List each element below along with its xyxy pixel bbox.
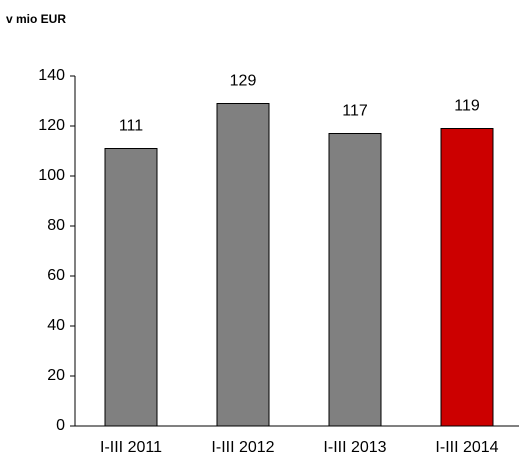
y-tick-label: 120: [38, 117, 65, 134]
x-tick-label: I-III 2013: [323, 439, 386, 456]
y-tick-label: 80: [47, 217, 65, 234]
y-tick-label: 140: [38, 67, 65, 84]
bar: [328, 133, 382, 427]
y-tick-label: 60: [47, 267, 65, 284]
x-tick-label: I-III 2012: [211, 439, 274, 456]
chart-title: v mio EUR: [6, 12, 66, 26]
data-label: 111: [119, 118, 143, 135]
y-tick-label: 0: [56, 417, 65, 434]
x-tick-label: I-III 2014: [435, 439, 498, 456]
bar: [104, 148, 158, 427]
y-tick-label: 20: [47, 367, 65, 384]
data-label: 117: [342, 103, 368, 120]
bar: [216, 103, 270, 427]
y-tick-label: 100: [38, 167, 65, 184]
data-label: 129: [230, 73, 257, 90]
bar: [440, 128, 494, 427]
data-label: 119: [454, 98, 480, 115]
y-tick-label: 40: [47, 317, 65, 334]
x-tick-label: I-III 2011: [100, 439, 162, 456]
